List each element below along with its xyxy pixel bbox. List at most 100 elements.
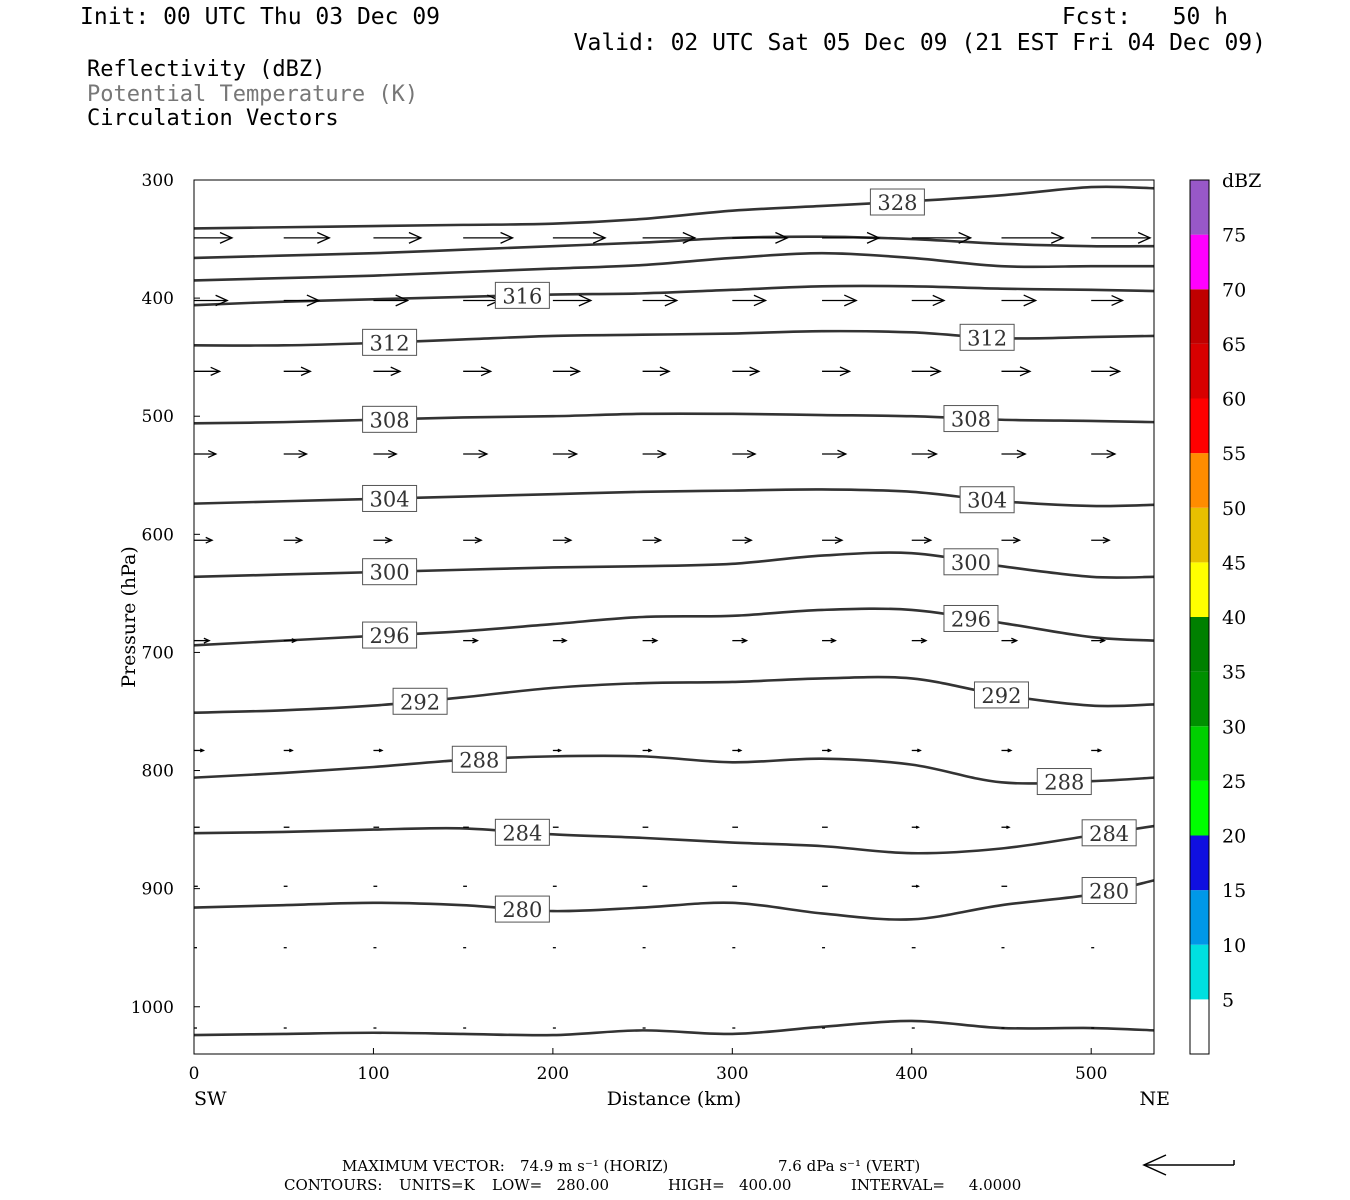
isentrope-line (193, 185, 1155, 230)
contour-label: 304 (967, 489, 1007, 513)
colorbar-tick-label: 50 (1222, 498, 1246, 520)
circulation-vector (194, 294, 229, 307)
contour-label: 284 (1089, 822, 1129, 846)
circulation-vector (194, 231, 234, 244)
colorbar-tick-label: 65 (1222, 334, 1246, 356)
circulation-vector (822, 637, 837, 644)
contour-labels-group: 328 316 312 312 308 308 304 304 300 300 296 296 292 2… (362, 188, 1137, 923)
contour-label: 288 (459, 748, 499, 772)
circulation-vector (1001, 366, 1032, 377)
contour-label: 300 (370, 561, 410, 585)
circulation-vector (911, 449, 939, 459)
colorbar-tick-label: 40 (1222, 607, 1246, 629)
y-tick-label: 900 (142, 880, 174, 900)
contour-label: 284 (502, 821, 542, 845)
contour-label: 308 (370, 408, 410, 432)
x-axis-label: Distance (km) (607, 1088, 742, 1110)
contour-label: 312 (967, 326, 1007, 350)
circulation-vector (463, 449, 489, 459)
colorbar-tick-label: 15 (1222, 880, 1246, 902)
contour-label-box (943, 405, 999, 433)
contour-label: 300 (951, 551, 991, 575)
contour-low: LOW= 280.00 (492, 1176, 610, 1194)
contour-label: 292 (981, 684, 1021, 708)
circulation-vector (283, 536, 304, 544)
colorbar-segment (1190, 343, 1209, 399)
max-vector-horiz: 74.9 m s⁻¹ (HORIZ) (520, 1157, 669, 1175)
legend-reflectivity: Reflectivity (dBZ) (87, 57, 326, 82)
circulation-vector (642, 637, 659, 644)
circulation-vector (911, 231, 973, 244)
circulation-vector (911, 536, 933, 544)
contour-label-box (1036, 768, 1092, 796)
contour-high: HIGH= 400.00 (668, 1176, 792, 1194)
colorbar-segment (1190, 780, 1209, 836)
y-tick-label: 600 (142, 525, 174, 545)
circulation-vector (283, 449, 309, 459)
y-tick-label: 300 (142, 171, 174, 191)
circulation-vector (911, 884, 920, 888)
contour-label: 296 (951, 607, 991, 631)
contour-label: 280 (1089, 880, 1129, 904)
circulation-vector (552, 366, 582, 377)
reference-vector-arrow-icon (1142, 1154, 1235, 1176)
colorbar-segment (1190, 726, 1209, 781)
circulation-vector (1001, 825, 1011, 830)
circulation-vector (283, 748, 294, 753)
colorbar-tick-label: 20 (1222, 826, 1246, 848)
contour-label-box (451, 745, 507, 773)
circulation-vector (1001, 536, 1022, 544)
circulation-vector (194, 637, 211, 644)
colorbar-tick-label: 10 (1222, 935, 1246, 957)
circulation-vector (373, 231, 423, 244)
x-tick-label: 300 (716, 1064, 748, 1084)
colorbar-segment (1190, 835, 1209, 891)
contour-label-box (494, 895, 550, 923)
circulation-vector (822, 748, 833, 753)
circulation-vector (552, 449, 579, 459)
init-time: Init: 00 UTC Thu 03 Dec 09 (80, 4, 441, 30)
circulation-vector (194, 536, 214, 544)
circulation-vector (911, 825, 920, 829)
circulation-vector (552, 536, 573, 544)
contour-label-box (943, 604, 999, 632)
y-tick-label: 500 (142, 407, 174, 427)
circulation-vector (463, 231, 515, 244)
contour-label: 312 (370, 331, 410, 355)
colorbar-segment (1190, 671, 1209, 727)
contour-label: 304 (370, 487, 410, 511)
circulation-vector (911, 294, 946, 307)
contours-label: CONTOURS: (284, 1176, 383, 1194)
circulation-vector (283, 366, 312, 377)
circulation-vector (1091, 748, 1103, 753)
contour-label-box (1081, 819, 1137, 847)
contour-label-box (392, 687, 448, 715)
max-vector-label: MAXIMUM VECTOR: (342, 1157, 505, 1175)
colorbar-segment (1190, 234, 1209, 290)
contour-label-box (362, 621, 418, 649)
colorbar-tick-label: 60 (1222, 389, 1246, 411)
y-tick-label: 800 (142, 762, 174, 782)
isentrope-line (193, 235, 1155, 260)
circulation-vector (194, 449, 218, 459)
circulation-vector (552, 294, 593, 307)
colorbar-tick-label: 35 (1222, 662, 1246, 684)
x-tick-label: 100 (357, 1064, 389, 1084)
circulation-vector (373, 536, 394, 544)
circulation-vector (1091, 231, 1152, 244)
circulation-vector (463, 637, 479, 644)
circulation-vector (911, 637, 928, 644)
colorbar-tick-label: 45 (1222, 552, 1246, 574)
contour-label-box (943, 548, 999, 576)
circulation-vector (373, 366, 402, 377)
circulation-vector (822, 536, 844, 544)
colorbar-segment (1190, 999, 1209, 1054)
contour-units: UNITS=K (399, 1176, 475, 1194)
contour-label: 308 (951, 408, 991, 432)
isentrope-line (193, 284, 1155, 307)
circulation-vector (732, 449, 757, 459)
colorbar-segment (1190, 890, 1209, 945)
contour-label: 328 (877, 191, 917, 215)
valid-time: Valid: 02 UTC Sat 05 Dec 09 (21 EST Fri … (573, 30, 1266, 56)
contour-label: 280 (502, 898, 542, 922)
